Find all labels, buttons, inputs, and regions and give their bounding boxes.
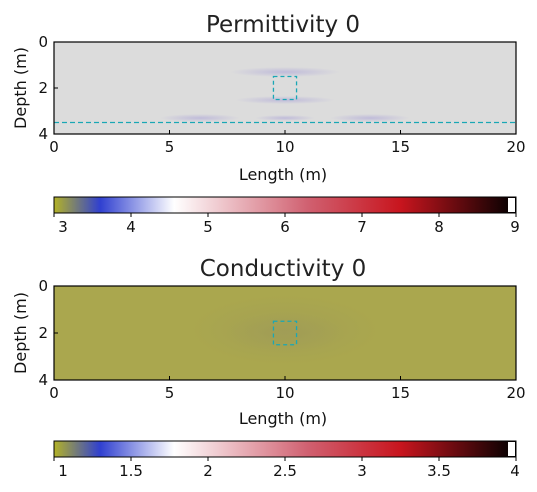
y-tick-label: 0: [38, 33, 48, 51]
permittivity-y-ticks: 0 2 4: [38, 33, 58, 143]
y-tick-label: 2: [38, 79, 48, 97]
x-tick-label: 10: [275, 384, 294, 402]
x-tick-label: 15: [391, 384, 410, 402]
permittivity-anomaly: [160, 67, 410, 122]
colorbar-tick-label: 5: [203, 218, 213, 236]
colorbar-tick-label: 2.5: [273, 462, 297, 480]
colorbar-end-cap: [508, 442, 515, 456]
conductivity-y-ticks: 0 2 4: [38, 277, 58, 389]
colorbar-tick-label: 2: [203, 462, 213, 480]
permittivity-panel: Permittivity 0 0 5 10 15 20 0 2 4 Length (m) D…: [11, 12, 526, 236]
x-tick-label: 0: [49, 384, 59, 402]
conductivity-colorbar-ticks: 1 1.5 2 2.5 3 3.5 4: [53, 457, 520, 480]
conductivity-panel: Conductivity 0 0 5 10 15 20 0 2 4 Length (m) D…: [11, 256, 526, 480]
x-tick-label: 20: [506, 384, 525, 402]
conductivity-title: Conductivity 0: [200, 256, 367, 282]
x-tick-label: 10: [275, 138, 294, 156]
colorbar-tick-label: 1: [58, 462, 68, 480]
target-box: [272, 320, 298, 346]
colorbar-tick-label: 3.5: [427, 462, 451, 480]
conductivity-anomaly: [190, 295, 380, 365]
permittivity-colorbar-ticks: 3 4 5 6 7 8 9: [53, 213, 520, 236]
conductivity-x-label: Length (m): [239, 409, 327, 428]
permittivity-x-label: Length (m): [239, 165, 327, 184]
colorbar-tick-label: 9: [510, 218, 520, 236]
x-tick-label: 15: [391, 138, 410, 156]
x-tick-label: 0: [49, 138, 59, 156]
colorbar-tick-label: 4: [126, 218, 136, 236]
y-tick-label: 4: [38, 125, 48, 143]
x-tick-label: 5: [165, 138, 175, 156]
permittivity-colorbar: [53, 196, 517, 214]
colorbar-tick-label: 8: [434, 218, 444, 236]
colorbar-tick-label: 4: [510, 462, 520, 480]
colorbar-tick-label: 3: [357, 462, 367, 480]
colorbar-tick-label: 1.5: [119, 462, 143, 480]
conductivity-x-ticks: 0 5 10 15 20: [49, 376, 526, 402]
colorbar-tick-label: 3: [58, 218, 68, 236]
colorbar-tick-label: 7: [357, 218, 367, 236]
permittivity-y-label: Depth (m): [11, 47, 30, 129]
x-tick-label: 5: [165, 384, 175, 402]
permittivity-x-ticks: 0 5 10 15 20: [49, 130, 526, 156]
conductivity-colorbar: [53, 440, 517, 458]
permittivity-title: Permittivity 0: [206, 12, 360, 38]
target-box: [272, 75, 298, 101]
y-tick-label: 4: [38, 371, 48, 389]
y-tick-label: 0: [38, 277, 48, 295]
x-tick-label: 20: [506, 138, 525, 156]
colorbar-end-cap: [508, 198, 515, 212]
y-tick-label: 2: [38, 324, 48, 342]
conductivity-y-label: Depth (m): [11, 292, 30, 374]
colorbar-tick-label: 6: [280, 218, 290, 236]
